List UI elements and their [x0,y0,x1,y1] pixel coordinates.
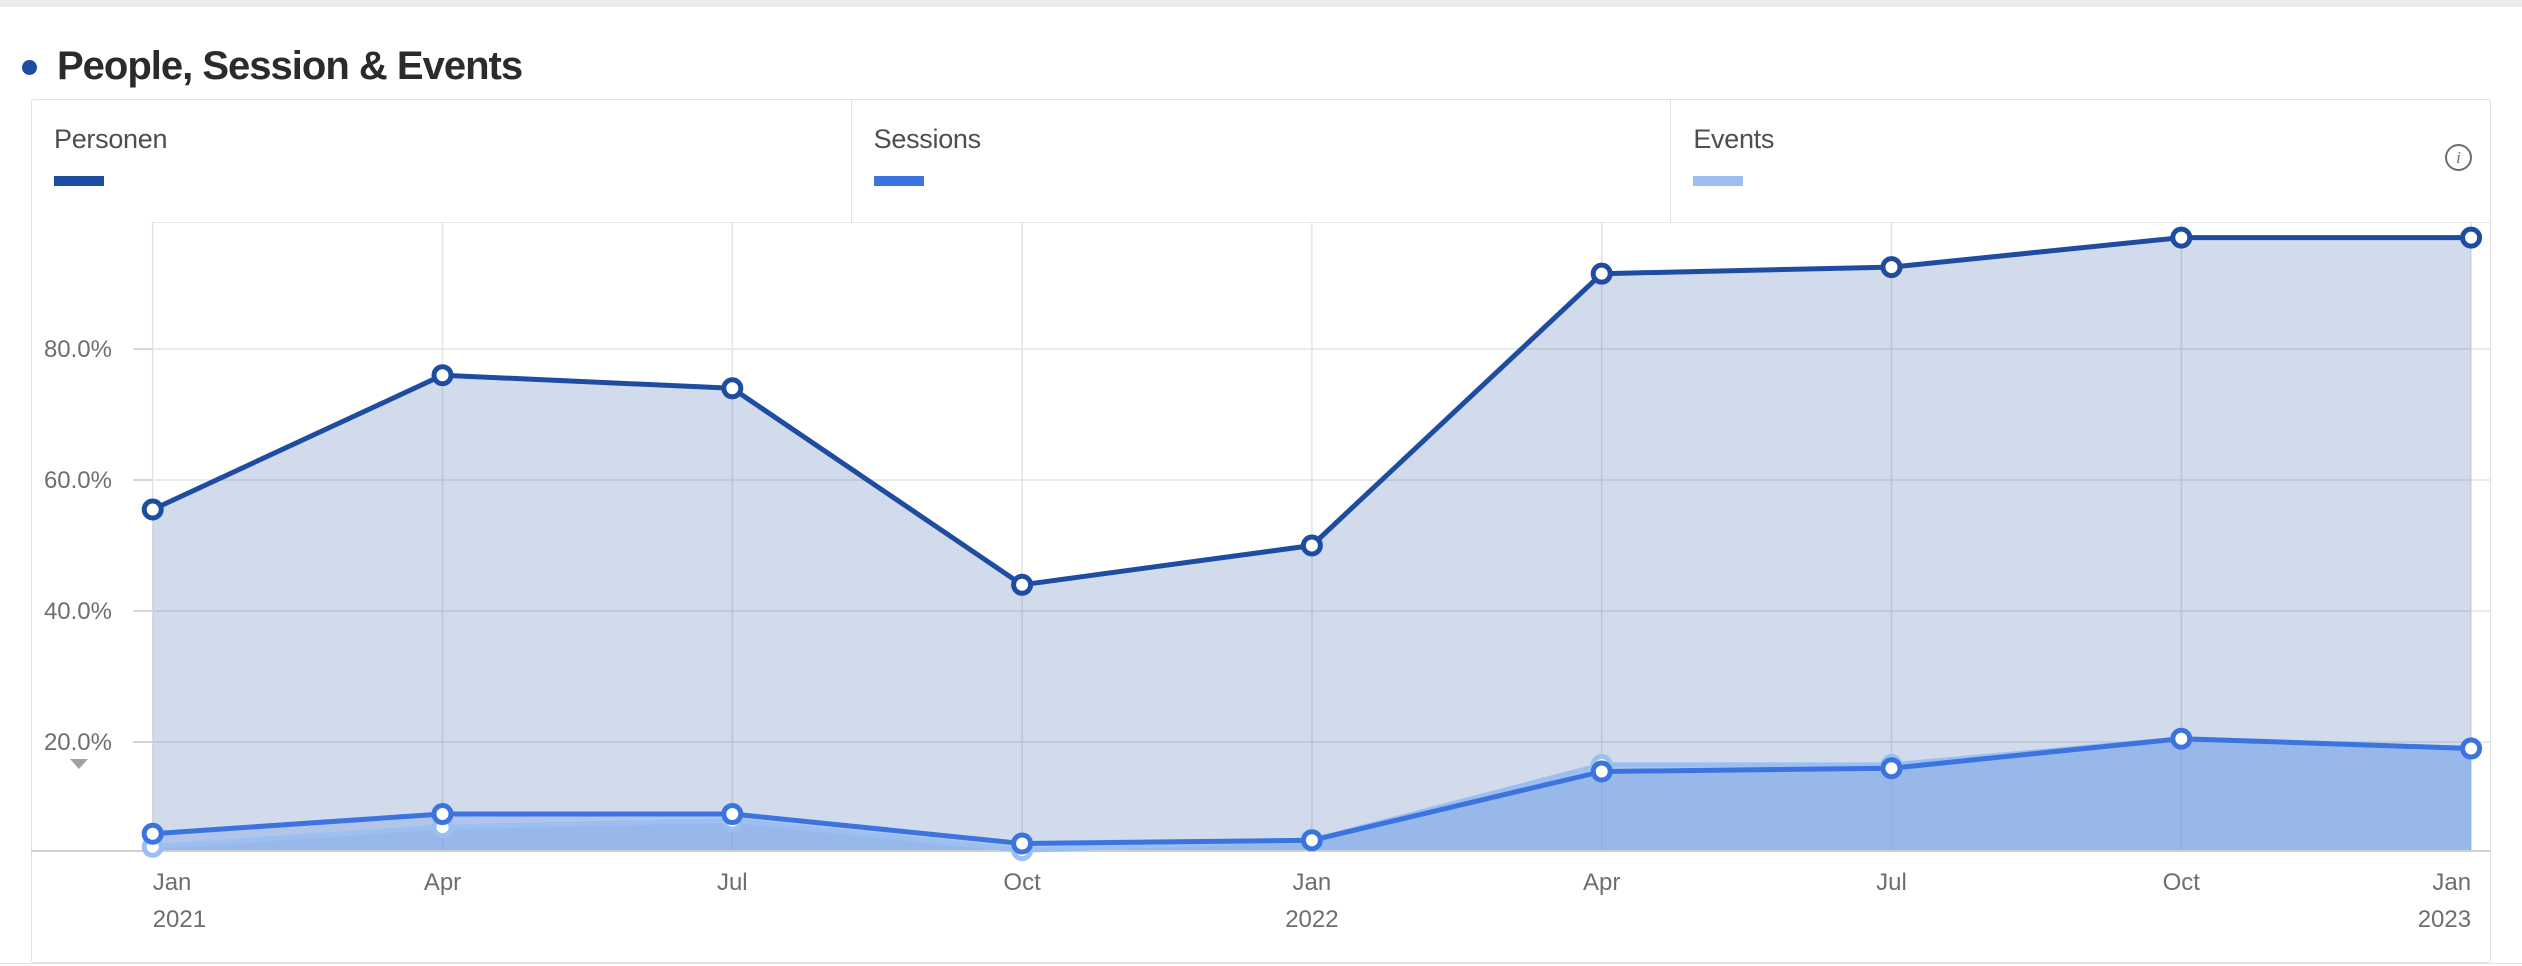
svg-text:80.0%: 80.0% [44,336,112,363]
svg-text:Oct: Oct [1003,869,1041,896]
svg-text:2021: 2021 [153,906,206,933]
svg-text:Jul: Jul [1876,869,1907,896]
bullet-icon [22,60,37,75]
svg-text:40.0%: 40.0% [44,598,112,625]
svg-text:60.0%: 60.0% [44,467,112,494]
widget-header: People, Session & Events [0,20,2522,88]
svg-text:Jan: Jan [153,869,192,896]
svg-text:Oct: Oct [2163,869,2201,896]
svg-text:2023: 2023 [2418,906,2471,933]
legend-swatch-events [1693,176,1744,186]
svg-text:Jan: Jan [1293,869,1332,896]
legend-label: Events [1693,124,1775,154]
svg-text:2022: 2022 [1285,906,1338,933]
chart-canvas[interactable]: 20.0% 40.0% 60.0% 80.0% Jan Apr Jul Oct Jan Apr Ju… [31,222,2491,963]
legend-label: Sessions [873,124,981,154]
legend-item-events[interactable]: Events [1671,100,2490,223]
legend-item-personen[interactable]: Personen [32,100,852,223]
legend-label: Personen [54,124,168,154]
svg-text:Jul: Jul [717,869,748,896]
legend-swatch-sessions [873,176,924,186]
page-bottom-divider [0,963,2522,964]
svg-text:Apr: Apr [424,869,461,896]
top-edge-strip [0,0,2522,7]
svg-text:Apr: Apr [1583,869,1620,896]
chart-panel: Personen Sessions Events i 20.0% 40.0% 60.… [31,99,2491,963]
svg-text:Jan: Jan [2432,869,2471,896]
legend-swatch-personen [54,176,104,186]
svg-text:20.0%: 20.0% [44,729,112,756]
info-icon[interactable]: i [2445,144,2472,171]
legend-row: Personen Sessions Events [32,100,2490,223]
legend-item-sessions[interactable]: Sessions [852,100,1672,223]
page-title: People, Session & Events [57,44,523,88]
